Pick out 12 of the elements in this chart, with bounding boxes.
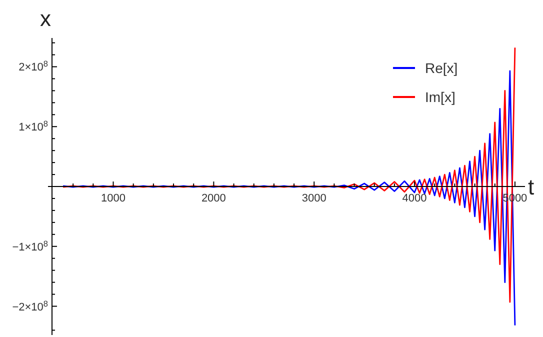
legend-label: Im[x] [425,89,456,105]
x-tick-label: 1000 [101,192,126,204]
y-tick-label: 1×10$^{8}$ [18,119,48,134]
x-axis-title: t [528,174,534,200]
legend-label: Re[x] [425,60,458,76]
x-tick-label: 2000 [201,192,226,204]
y-axis-title: x [40,6,51,31]
y-tick-label: −2×10$^{8}$ [12,298,48,314]
x-tick-label: 3000 [302,192,326,204]
y-tick-label: −1×10$^{8}$ [12,238,48,254]
y-tick-label: 2×10$^{8}$ [18,59,48,74]
x-tick-label: 4000 [402,192,427,204]
